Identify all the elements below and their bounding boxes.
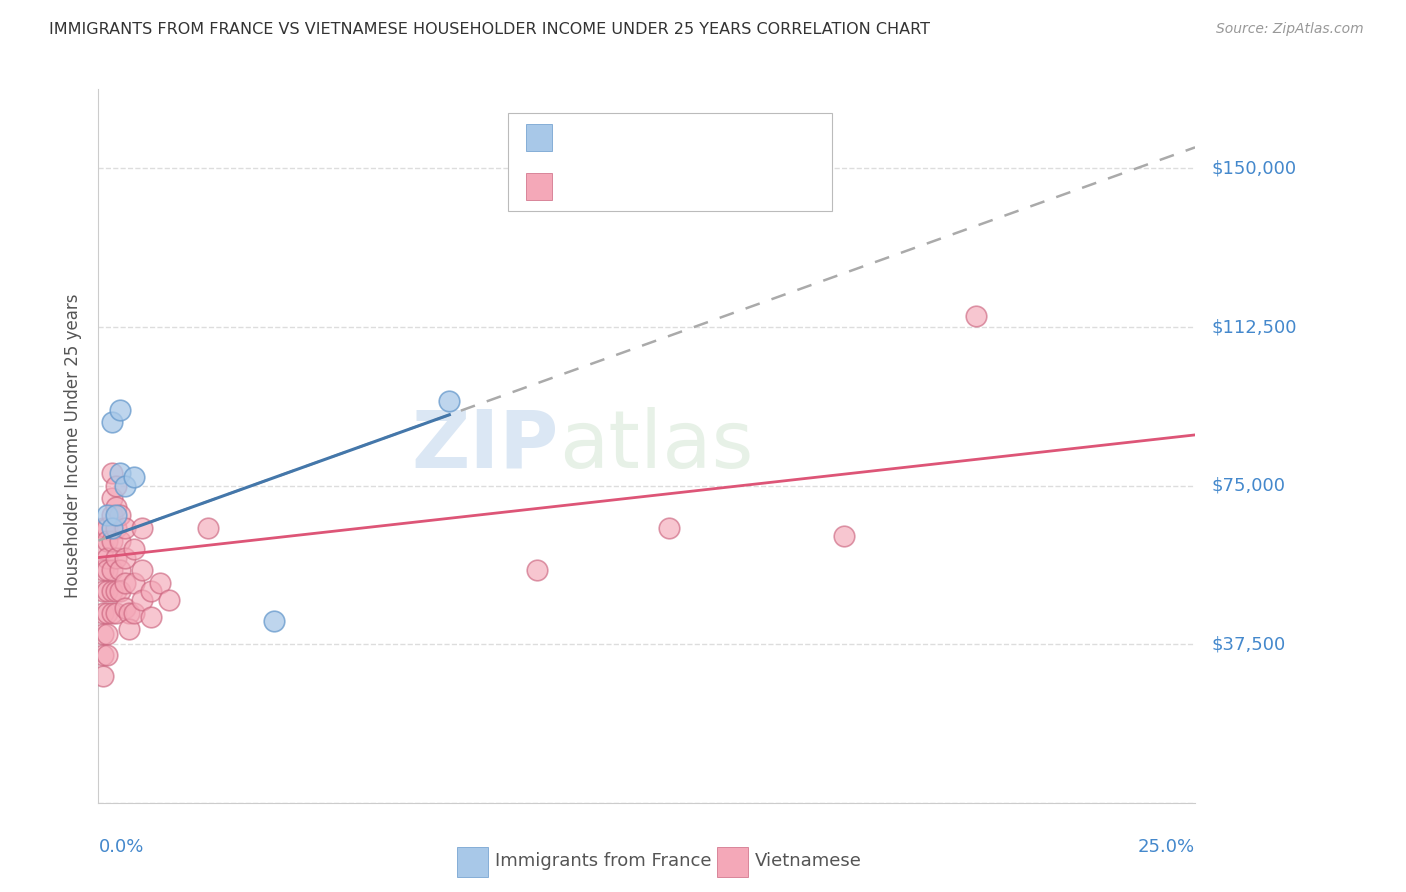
Text: Source: ZipAtlas.com: Source: ZipAtlas.com <box>1216 22 1364 37</box>
Point <box>110 533 132 548</box>
Text: R =: R = <box>561 128 600 147</box>
Point <box>96 563 118 577</box>
Point <box>965 310 987 324</box>
Point <box>100 521 122 535</box>
Point <box>91 542 114 557</box>
Point <box>96 550 118 565</box>
Text: 0.327: 0.327 <box>596 128 658 147</box>
Point <box>100 466 122 480</box>
Point <box>149 575 172 590</box>
Text: N =: N = <box>652 128 704 147</box>
Point <box>114 575 136 590</box>
Point <box>104 478 127 492</box>
Point <box>118 606 141 620</box>
Point <box>832 529 855 543</box>
Point <box>139 584 162 599</box>
Text: $75,000: $75,000 <box>1212 476 1286 495</box>
Point <box>110 508 132 523</box>
Point <box>96 533 118 548</box>
Point <box>91 563 114 577</box>
Point <box>100 533 122 548</box>
Point <box>658 521 681 535</box>
Point <box>96 521 118 535</box>
Point <box>110 466 132 480</box>
Point <box>104 550 127 565</box>
Point <box>263 614 285 628</box>
Text: 55: 55 <box>702 178 730 196</box>
Text: 0.0%: 0.0% <box>98 838 143 856</box>
Point <box>122 575 145 590</box>
Point <box>104 508 127 523</box>
Point <box>91 626 114 640</box>
Point <box>139 609 162 624</box>
Y-axis label: Householder Income Under 25 years: Householder Income Under 25 years <box>65 293 83 599</box>
Point <box>91 521 114 535</box>
Text: atlas: atlas <box>560 407 754 485</box>
Point <box>96 584 118 599</box>
Point <box>526 563 548 577</box>
Point <box>104 521 127 535</box>
Text: N =: N = <box>652 178 704 196</box>
Point <box>100 508 122 523</box>
Point <box>96 606 118 620</box>
Point <box>114 521 136 535</box>
Point <box>91 606 114 620</box>
Point <box>114 550 136 565</box>
Point <box>100 415 122 429</box>
Point <box>91 584 114 599</box>
Text: 25.0%: 25.0% <box>1137 838 1195 856</box>
Text: 0.326: 0.326 <box>596 178 658 196</box>
Point <box>114 478 136 492</box>
Point <box>197 521 219 535</box>
Point <box>122 606 145 620</box>
Point <box>91 648 114 662</box>
Text: $37,500: $37,500 <box>1212 635 1286 653</box>
Point <box>96 626 118 640</box>
Point <box>100 491 122 506</box>
Point <box>104 500 127 514</box>
Point <box>157 592 180 607</box>
Point <box>439 394 461 409</box>
Text: Vietnamese: Vietnamese <box>755 852 862 870</box>
Point <box>131 521 153 535</box>
Text: ZIP: ZIP <box>412 407 560 485</box>
Point <box>114 601 136 615</box>
Text: 10: 10 <box>702 128 730 147</box>
Point <box>118 623 141 637</box>
Point <box>104 584 127 599</box>
Point <box>122 542 145 557</box>
Point <box>100 584 122 599</box>
Point <box>110 584 132 599</box>
Point <box>91 669 114 683</box>
Point <box>110 563 132 577</box>
Text: $150,000: $150,000 <box>1212 160 1298 178</box>
Text: IMMIGRANTS FROM FRANCE VS VIETNAMESE HOUSEHOLDER INCOME UNDER 25 YEARS CORRELATI: IMMIGRANTS FROM FRANCE VS VIETNAMESE HOU… <box>49 22 931 37</box>
Point <box>100 563 122 577</box>
Point <box>96 508 118 523</box>
Point <box>110 402 132 417</box>
Point <box>96 648 118 662</box>
Text: R =: R = <box>561 178 600 196</box>
Point <box>122 470 145 484</box>
Point <box>131 592 153 607</box>
Point <box>131 563 153 577</box>
Point <box>100 606 122 620</box>
Text: Immigrants from France: Immigrants from France <box>495 852 711 870</box>
Point <box>104 606 127 620</box>
Text: $112,500: $112,500 <box>1212 318 1298 336</box>
